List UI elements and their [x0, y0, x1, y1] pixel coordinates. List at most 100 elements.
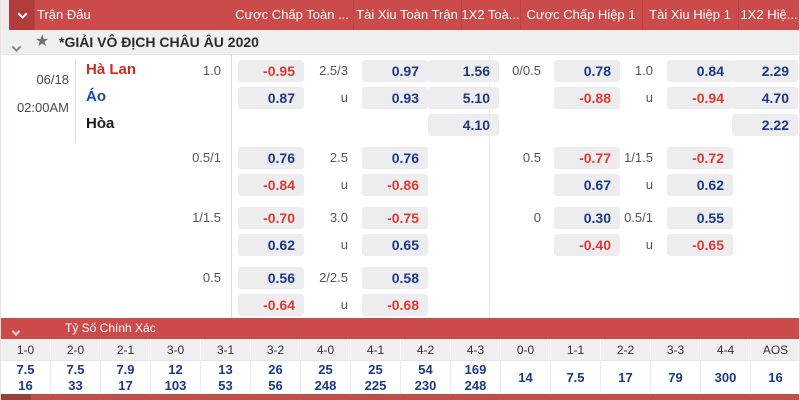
h1-handicap-odds[interactable]: -0.88	[554, 87, 620, 109]
ft-1x2-odds[interactable]: 4.10	[428, 114, 499, 136]
score-odds-cell[interactable]: 169 248	[451, 361, 501, 394]
score-odds-cell[interactable]: 7.9 17	[101, 361, 151, 394]
score-odds-top[interactable]: 7.5	[566, 369, 585, 385]
score-odds-top[interactable]: 13	[218, 361, 233, 377]
h1-1x2-odds[interactable]: 2.22	[732, 114, 798, 136]
score-odds-top[interactable]: 16	[768, 369, 783, 385]
ft-ou-odds[interactable]: -0.75	[362, 207, 428, 229]
ft-ou-odds[interactable]: -0.68	[362, 294, 428, 316]
score-odds-cell[interactable]: 26 56	[251, 361, 301, 394]
odds-row: Áo 0.87 u 0.93 5.10 -0.88 u -0.94 4.70	[1, 85, 799, 112]
score-odds-bottom[interactable]: 56	[268, 377, 283, 393]
ft-handicap-odds[interactable]: -0.70	[238, 207, 304, 229]
ft-ou-odds[interactable]: 0.58	[362, 267, 428, 289]
score-odds-cell[interactable]: 54 230	[401, 361, 451, 394]
ft-handicap-odds[interactable]: 0.62	[238, 234, 304, 256]
score-odds-bottom[interactable]: 248	[464, 377, 487, 393]
h1-ou-odds[interactable]: 0.84	[667, 60, 733, 82]
ft-1x2-odds[interactable]: 1.56	[428, 60, 499, 82]
h1-ou-odds[interactable]: -0.65	[667, 234, 733, 256]
h1-ou-line: 1.0	[634, 63, 653, 78]
score-odds-cell[interactable]: 16	[751, 361, 799, 394]
score-collapse-button[interactable]	[11, 323, 21, 341]
score-odds-cell[interactable]: 300	[701, 361, 751, 394]
ft-ou-line: u	[340, 177, 348, 192]
h1-1x2-odds[interactable]: 4.70	[732, 87, 798, 109]
h1-ou-odds[interactable]: 0.62	[667, 174, 733, 196]
collapse-all-button[interactable]	[9, 0, 35, 30]
score-odds-top[interactable]: 12	[168, 361, 183, 377]
score-odds-cell[interactable]: 25 225	[351, 361, 401, 394]
h1-handicap-odds[interactable]: 0.30	[554, 207, 620, 229]
score-odds-cell[interactable]: 79	[651, 361, 701, 394]
ft-ou-odds[interactable]: -0.86	[362, 174, 428, 196]
score-odds-bottom[interactable]: 33	[68, 377, 83, 393]
h1-handicap-odds[interactable]: 0.78	[554, 60, 620, 82]
h1-handicap-line: 0/0.5	[512, 63, 541, 78]
odds-row: Hòa 4.10 2.22	[1, 112, 799, 139]
score-odds-bottom[interactable]: 103	[164, 377, 187, 393]
score-odds-top[interactable]: 25	[318, 361, 333, 377]
ft-handicap-odds[interactable]: -0.84	[238, 174, 304, 196]
correct-score-table: 1-0 7.5 16 2-0 7.5 33 2-1 7.9 17 3-0 12 103 3-1 13 53 3…	[1, 339, 799, 394]
score-odds-top[interactable]: 300	[714, 369, 737, 385]
score-odds-bottom[interactable]: 230	[414, 377, 437, 393]
score-odds-bottom[interactable]: 225	[364, 377, 387, 393]
score-odds-cell[interactable]: 14	[501, 361, 551, 394]
ft-ou-odds[interactable]: 0.93	[362, 87, 428, 109]
ft-ou-odds[interactable]: 0.76	[362, 147, 428, 169]
score-column-2-1: 2-1 7.9 17	[101, 339, 151, 394]
h1-handicap-line: 0.5	[522, 150, 541, 165]
score-odds-top[interactable]: 7.5	[66, 361, 85, 377]
league-title: *GIẢI VÔ ĐỊCH CHÂU ÂU 2020	[59, 34, 259, 50]
score-odds-top[interactable]: 7.5	[16, 361, 35, 377]
score-column-header: 4-4	[701, 339, 751, 361]
ft-handicap-odds[interactable]: -0.95	[238, 60, 304, 82]
score-odds-cell[interactable]: 17	[601, 361, 651, 394]
score-odds-top[interactable]: 79	[668, 369, 683, 385]
score-odds-top[interactable]: 169	[464, 361, 487, 377]
h1-1x2-odds[interactable]: 2.29	[732, 60, 798, 82]
score-odds-cell[interactable]: 13 53	[201, 361, 251, 394]
score-odds-bottom[interactable]: 17	[118, 377, 133, 393]
match-time: 02:00AM	[16, 100, 69, 115]
ft-handicap-line: 1.0	[202, 63, 221, 78]
h1-ou-odds[interactable]: 0.55	[667, 207, 733, 229]
score-odds-top[interactable]: 7.9	[116, 361, 135, 377]
team-name-away: Áo	[86, 88, 106, 105]
score-column-3-1: 3-1 13 53	[201, 339, 251, 394]
score-odds-cell[interactable]: 7.5 16	[1, 361, 51, 394]
ft-1x2-odds[interactable]: 5.10	[428, 87, 499, 109]
h1-handicap-odds[interactable]: 0.67	[554, 174, 620, 196]
ft-handicap-odds[interactable]: 0.87	[238, 87, 304, 109]
ft-handicap-odds[interactable]: 0.56	[238, 267, 304, 289]
score-odds-top[interactable]: 54	[418, 361, 433, 377]
h1-handicap-odds[interactable]: -0.40	[554, 234, 620, 256]
h1-ou-line: 1/1.5	[624, 150, 653, 165]
ft-handicap-odds[interactable]: 0.76	[238, 147, 304, 169]
h1-ou-odds[interactable]: -0.72	[667, 147, 733, 169]
score-odds-cell[interactable]: 12 103	[151, 361, 201, 394]
league-row[interactable]: ★ *GIẢI VÔ ĐỊCH CHÂU ÂU 2020	[1, 30, 799, 55]
score-odds-bottom[interactable]: 53	[218, 377, 233, 393]
score-odds-top[interactable]: 14	[518, 369, 533, 385]
score-odds-bottom[interactable]: 16	[18, 377, 33, 393]
score-column-header: 4-1	[351, 339, 401, 361]
score-column-4-3: 4-3 169 248	[451, 339, 501, 394]
score-odds-top[interactable]: 17	[618, 369, 633, 385]
ft-ou-odds[interactable]: 0.65	[362, 234, 428, 256]
h1-ou-odds[interactable]: -0.94	[667, 87, 733, 109]
score-odds-cell[interactable]: 7.5 33	[51, 361, 101, 394]
favorite-star-icon[interactable]: ★	[35, 33, 50, 50]
ft-handicap-odds[interactable]: -0.64	[238, 294, 304, 316]
h1-handicap-odds[interactable]: -0.77	[554, 147, 620, 169]
score-odds-top[interactable]: 26	[268, 361, 283, 377]
score-odds-cell[interactable]: 7.5	[551, 361, 601, 394]
score-odds-bottom[interactable]: 248	[314, 377, 337, 393]
ft-ou-odds[interactable]: 0.97	[362, 60, 428, 82]
column-header-h1-overunder: Tài Xiu Hiệp 1	[649, 7, 731, 22]
correct-score-header-bar[interactable]: Tỷ Số Chính Xác	[1, 318, 799, 339]
score-odds-top[interactable]: 25	[368, 361, 383, 377]
score-column-header: 2-1	[101, 339, 151, 361]
score-odds-cell[interactable]: 25 248	[301, 361, 351, 394]
